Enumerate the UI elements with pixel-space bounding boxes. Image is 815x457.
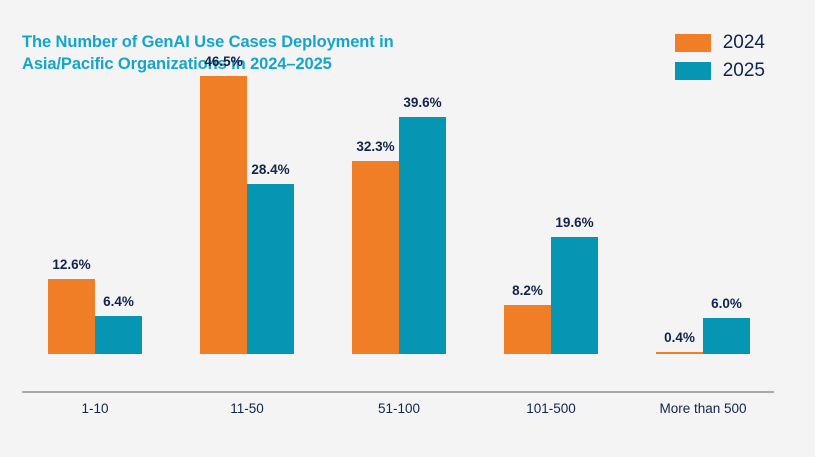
bar-value-label: 32.3% bbox=[356, 138, 395, 154]
x-axis-label: 101-500 bbox=[526, 401, 576, 416]
legend-swatch-2025 bbox=[674, 61, 711, 80]
bar-value-label: 6.0% bbox=[711, 296, 742, 312]
chart-title: The Number of GenAI Use Cases Deployment… bbox=[22, 31, 492, 75]
bar-rect[interactable]: 12.6% bbox=[48, 257, 95, 354]
x-axis-label: 51-100 bbox=[377, 401, 421, 416]
chart-title-line-2: Asia/Pacific Organizations in 2024–2025 bbox=[22, 55, 332, 73]
legend-label-2025: 2025 bbox=[722, 60, 765, 81]
bar-value-label: 0.4% bbox=[664, 329, 695, 345]
bar-rect[interactable]: 46.5% bbox=[200, 54, 247, 354]
bar-rect[interactable]: 0.4% bbox=[656, 330, 703, 354]
chart-legend: 2024 2025 bbox=[674, 32, 765, 81]
bar-rect[interactable]: 32.3% bbox=[352, 139, 399, 354]
bar-value-label: 28.4% bbox=[251, 162, 290, 178]
bar-rect[interactable]: 19.6% bbox=[551, 215, 598, 354]
bar-value-label: 46.5% bbox=[204, 53, 243, 69]
bar-value-label: 6.4% bbox=[103, 293, 134, 309]
x-axis-label: 11-50 bbox=[230, 401, 264, 416]
x-axis-label: More than 500 bbox=[659, 401, 747, 416]
bar-rect[interactable]: 6.4% bbox=[95, 294, 142, 354]
chart-header: The Number of GenAI Use Cases Deployment… bbox=[0, 0, 815, 100]
legend-label-2024: 2024 bbox=[722, 32, 765, 53]
x-axis-label: 1-10 bbox=[81, 401, 109, 416]
x-axis-line bbox=[22, 391, 774, 393]
bar-rect[interactable]: 6.0% bbox=[703, 297, 750, 354]
bar-value-label: 12.6% bbox=[52, 256, 91, 272]
bar-rect[interactable]: 39.6% bbox=[399, 96, 446, 354]
bar-value-label: 8.2% bbox=[512, 282, 543, 298]
bar-value-label: 39.6% bbox=[403, 95, 442, 111]
chart-title-line-1: The Number of GenAI Use Cases Deployment… bbox=[22, 33, 394, 51]
legend-item-2025[interactable]: 2025 bbox=[674, 60, 765, 81]
bar-value-label: 19.6% bbox=[555, 214, 594, 230]
legend-item-2024[interactable]: 2024 bbox=[674, 32, 765, 53]
bar-rect[interactable]: 28.4% bbox=[247, 163, 294, 354]
bar-rect[interactable]: 8.2% bbox=[504, 283, 551, 354]
legend-swatch-2024 bbox=[674, 33, 711, 52]
